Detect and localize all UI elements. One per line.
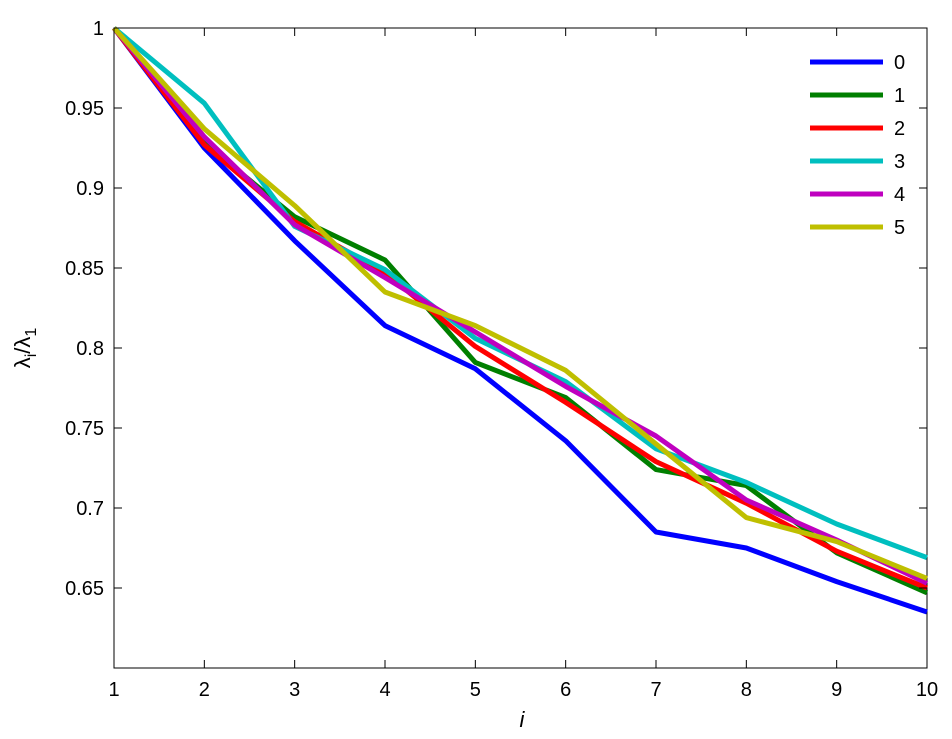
x-tick-label: 4 xyxy=(379,679,390,701)
series-line-0 xyxy=(112,26,928,615)
y-tick-label: 0.7 xyxy=(76,498,104,520)
y-axis-label-sub-i: i xyxy=(23,354,40,358)
legend: 0 1 2 3 4 5 xyxy=(810,52,905,239)
legend-label-0: 0 xyxy=(894,52,905,74)
legend-label-1: 1 xyxy=(894,85,905,107)
x-tick-label: 3 xyxy=(289,679,300,701)
x-tick-label: 1 xyxy=(108,679,119,701)
series-layer xyxy=(112,26,929,615)
x-tick-label: 6 xyxy=(560,679,571,701)
y-axis-label: λi/λ1 xyxy=(10,328,40,369)
y-tick-label: 0.9 xyxy=(76,178,104,200)
y-axis-label-sub-1: 1 xyxy=(23,328,40,337)
legend-label-2: 2 xyxy=(894,118,905,140)
legend-label-4: 4 xyxy=(894,184,905,206)
y-axis-label-base-1: λ xyxy=(10,357,35,368)
x-tick-label: 9 xyxy=(831,679,842,701)
x-tick-label: 2 xyxy=(199,679,210,701)
series-line-5 xyxy=(112,26,928,581)
y-tick-label: 0.95 xyxy=(65,98,104,120)
x-tick-label: 5 xyxy=(470,679,481,701)
legend-label-5: 5 xyxy=(894,217,905,239)
y-tick-label: 0.85 xyxy=(65,258,104,280)
y-tick-label: 1 xyxy=(93,18,104,40)
y-tick-label: 0.8 xyxy=(76,338,104,360)
series-line-4 xyxy=(112,26,929,586)
y-axis-label-base-2: λ xyxy=(10,337,35,348)
legend-label-3: 3 xyxy=(894,151,905,173)
x-axis-label: i xyxy=(520,707,526,732)
y-axis-ticks: 0.65 0.7 0.75 0.8 0.85 0.9 0.95 1 xyxy=(65,18,927,600)
x-tick-label: 7 xyxy=(650,679,661,701)
y-axis-label-separator: / xyxy=(10,347,35,354)
x-axis-ticks: 1 2 3 4 5 6 7 8 9 10 xyxy=(108,28,938,701)
x-tick-label: 10 xyxy=(916,679,938,701)
x-tick-label: 8 xyxy=(741,679,752,701)
y-tick-label: 0.75 xyxy=(65,418,104,440)
y-tick-label: 0.65 xyxy=(65,578,104,600)
